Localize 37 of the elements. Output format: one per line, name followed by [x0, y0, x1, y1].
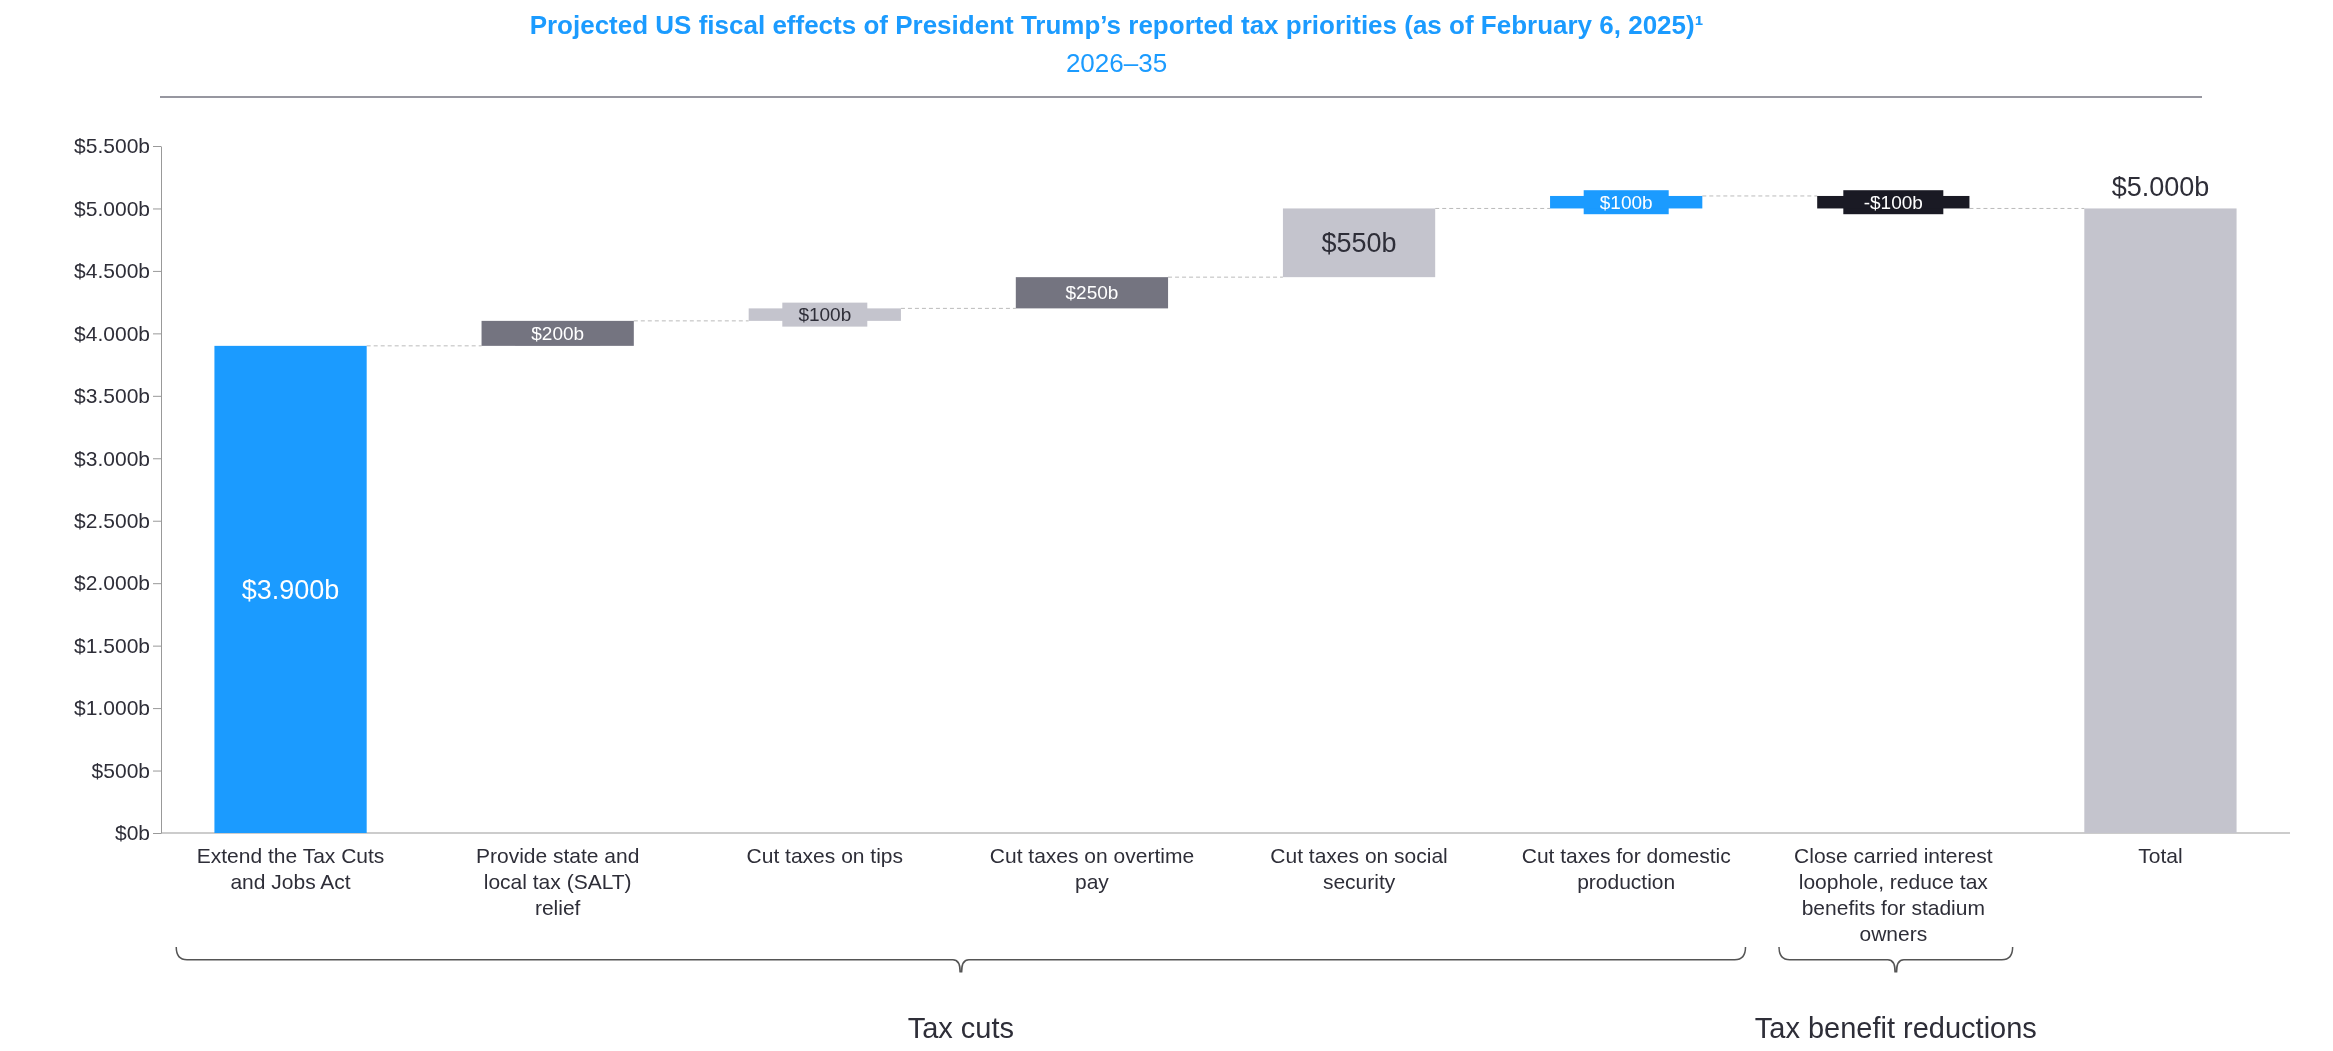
x-tick-label: Total: [2138, 844, 2183, 867]
y-tick-label: $500b: [91, 758, 150, 782]
y-tick-label: $1.500b: [74, 633, 150, 657]
y-tick-label: $2.500b: [74, 508, 150, 532]
y-tick-label: $4.500b: [74, 259, 150, 283]
y-tick-label: $5.000b: [74, 196, 150, 220]
x-tick-label: Extend the Tax Cuts and Jobs Act: [196, 844, 385, 893]
x-tick-label: Cut taxes for domestic production: [1521, 844, 1731, 893]
data-label: $100b: [1599, 191, 1653, 213]
y-tick-label: $3.500b: [74, 384, 150, 408]
bar: [1282, 208, 1436, 278]
y-tick-label: $2.000b: [74, 571, 150, 595]
x-tick-label: Cut taxes on social security: [1270, 844, 1448, 893]
y-tick-label: $0b: [114, 821, 150, 845]
data-label: $200b: [531, 322, 585, 344]
bar: [1015, 277, 1169, 309]
data-label: $5.000b: [2111, 172, 2210, 203]
y-tick-label: $5.500b: [74, 134, 150, 158]
bar: [481, 320, 634, 346]
x-tick-label: Cut taxes on overtime pay: [989, 844, 1195, 893]
text: Tax benefit reductions: [1754, 1012, 2037, 1044]
bar: [2084, 208, 2237, 833]
chart-subtitle: 2026–35: [1065, 48, 1168, 78]
data-label: $250b: [1065, 282, 1119, 304]
y-tick-label: $3.000b: [74, 446, 150, 470]
x-tick-label: Cut taxes on tips: [746, 844, 904, 867]
y-tick-label: $4.000b: [74, 321, 150, 345]
data-label: $100b: [798, 304, 852, 326]
data-label: -$100b: [1863, 191, 1923, 213]
chart-title: Projected US fiscal effects of President Trump’s reported tax priorities (as of February 6, 2025)¹: [529, 10, 1704, 40]
bar: [214, 345, 367, 833]
text: Tax cuts: [907, 1012, 1015, 1044]
x-tick-label: Close carried interest loophole, reduce tax benefits for stadium owners: [1794, 844, 1993, 945]
x-tick-label: Provide state and local tax (SALT) relief: [475, 844, 640, 919]
data-label: $3.900b: [241, 574, 340, 605]
data-label: $550b: [1321, 228, 1397, 259]
y-tick-label: $1.000b: [74, 696, 150, 720]
